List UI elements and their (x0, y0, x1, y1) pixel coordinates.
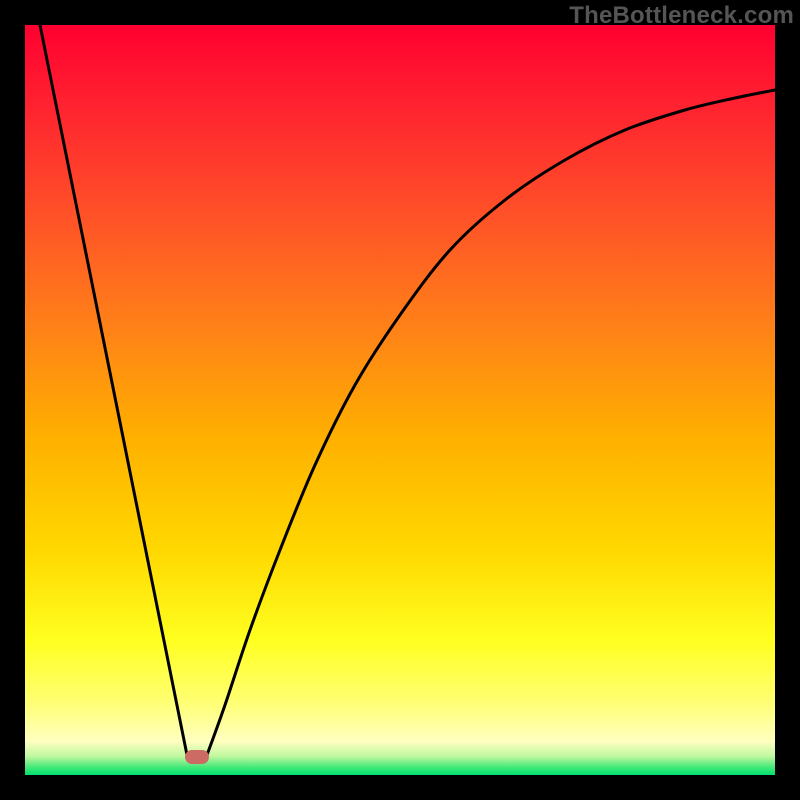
optimum-marker (185, 750, 209, 764)
plot-area (25, 25, 775, 775)
frame-border-bottom (0, 775, 800, 800)
curve-left-branch (40, 25, 187, 755)
frame-border-left (0, 0, 25, 800)
chart-frame: TheBottleneck.com (0, 0, 800, 800)
frame-border-right (775, 0, 800, 800)
watermark-text: TheBottleneck.com (569, 2, 794, 30)
curve-right-branch (207, 90, 775, 755)
bottleneck-curve (25, 25, 775, 775)
